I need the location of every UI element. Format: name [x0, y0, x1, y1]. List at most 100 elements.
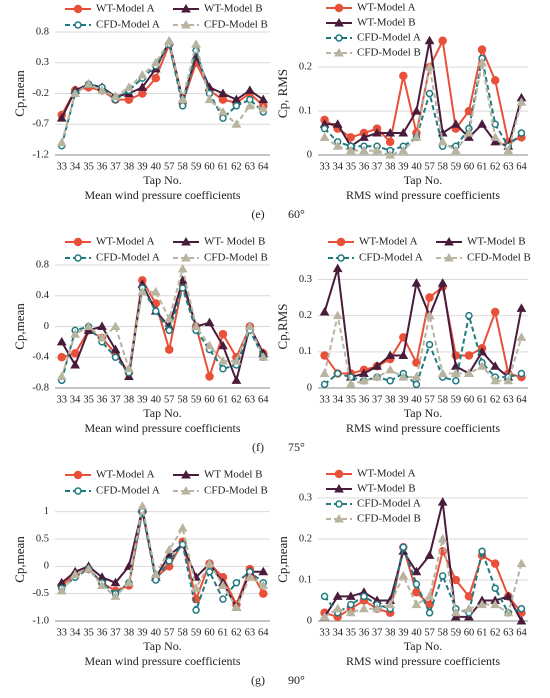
point [218, 340, 228, 350]
point [244, 321, 255, 330]
point [218, 95, 228, 104]
chart-subtitle: Mean wind pressure coefficients [84, 421, 240, 435]
point [191, 583, 201, 592]
point [70, 359, 81, 369]
point [398, 570, 409, 580]
point [320, 124, 329, 133]
y-tick-label: 0.8 [36, 26, 49, 37]
point [70, 349, 80, 358]
y-tick-label: 1 [44, 506, 49, 517]
point [332, 119, 343, 128]
legend-label: WT-Model A [96, 3, 155, 15]
point [178, 102, 187, 110]
point [424, 310, 435, 320]
point [332, 263, 343, 273]
legend-label: CFD-Model B [467, 252, 531, 264]
x-tick-label: 35 [346, 394, 357, 405]
point [111, 353, 120, 361]
point [452, 377, 460, 385]
point [110, 344, 121, 354]
point [385, 137, 395, 147]
point [137, 70, 148, 79]
point [97, 321, 107, 330]
point [398, 372, 409, 381]
point [124, 82, 134, 91]
point [165, 557, 173, 565]
panel-label: (g) [251, 673, 265, 687]
legend-marker [334, 17, 344, 27]
point [450, 119, 461, 128]
point [398, 145, 409, 155]
x-tick-label: 36 [359, 627, 370, 638]
x-tick-label: 57 [424, 627, 435, 638]
point [110, 321, 121, 330]
y-tick-label: -0.8 [32, 382, 49, 393]
point [244, 100, 255, 110]
x-tick-label: 35 [346, 161, 357, 172]
point [477, 119, 487, 128]
x-tick-label: 35 [83, 627, 94, 638]
x-tick-label: 36 [97, 627, 108, 638]
point [477, 599, 487, 609]
x-tick-label: 57 [164, 161, 175, 172]
y-tick-label: 0.1 [299, 346, 312, 357]
point [150, 57, 161, 67]
point [164, 313, 175, 323]
point [152, 307, 160, 315]
point [258, 580, 269, 589]
point [345, 379, 356, 388]
point [319, 368, 330, 378]
x-tick-label: 62 [490, 627, 501, 638]
x-tick-label: 58 [437, 161, 448, 172]
legend-label: CFD-Model B [204, 252, 268, 264]
panel-angle: 60° [288, 207, 305, 221]
x-tick-label: 34 [70, 161, 81, 172]
point [450, 607, 461, 617]
legend-marker [335, 500, 343, 508]
point [517, 604, 526, 613]
point [232, 102, 241, 110]
point [332, 591, 343, 600]
point [412, 380, 421, 389]
point [411, 566, 422, 576]
y-tick-label: 0 [44, 561, 49, 572]
x-tick-label: 58 [437, 627, 448, 638]
point [178, 540, 187, 549]
y-tick-label: -0.2 [32, 88, 49, 99]
legend-marker [181, 485, 191, 495]
point [411, 132, 422, 141]
point [372, 372, 382, 381]
point [372, 361, 382, 370]
point [218, 329, 228, 339]
point [137, 286, 148, 296]
legend-label: WT Model B [204, 469, 262, 481]
x-tick-label: 61 [477, 161, 488, 172]
legend-marker [181, 469, 191, 479]
x-axis-label: Tap No. [404, 406, 442, 420]
panel-angle: 90° [288, 673, 305, 687]
x-tick-label: 59 [451, 394, 462, 405]
point [191, 321, 201, 330]
y-tick-label: 0 [307, 149, 312, 160]
x-tick-label: 39 [398, 161, 409, 172]
point [57, 353, 66, 362]
point [258, 352, 269, 361]
series-line [60, 40, 264, 116]
point [450, 145, 461, 155]
point [490, 375, 501, 385]
point [490, 136, 501, 146]
y-axis-label: Cp,RMS [275, 304, 290, 350]
x-tick-label: 63 [245, 627, 256, 638]
x-tick-label: 61 [218, 627, 229, 638]
x-tick-label: 60 [464, 627, 475, 638]
y-tick-label: -1.0 [32, 615, 49, 626]
point [516, 332, 527, 341]
point [164, 36, 175, 45]
x-tick-label: 61 [477, 627, 488, 638]
point [360, 592, 368, 601]
legend-marker [181, 236, 191, 246]
legend-label: CFD-Model A [96, 19, 160, 31]
point [503, 145, 514, 155]
x-tick-label: 37 [110, 394, 121, 405]
point [424, 35, 435, 45]
